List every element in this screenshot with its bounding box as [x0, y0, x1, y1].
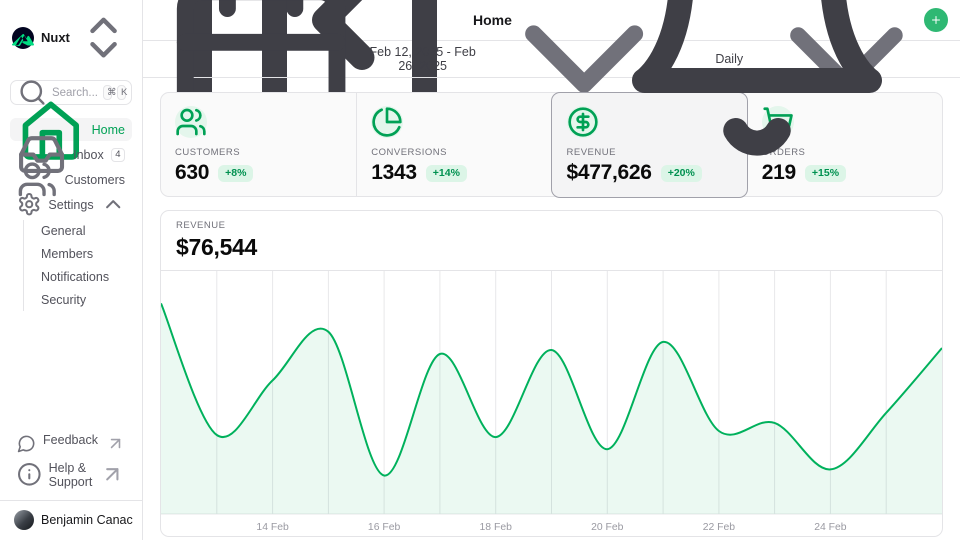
chevron-up-icon — [101, 192, 125, 216]
help-support-label: Help & Support — [49, 461, 93, 489]
message-circle-icon — [17, 434, 36, 453]
svg-text:14 Feb: 14 Feb — [256, 522, 289, 533]
kbd-k: K — [117, 85, 126, 100]
chevrons-up-down-icon — [77, 11, 130, 64]
svg-text:18 Feb: 18 Feb — [480, 522, 513, 533]
chart-label: REVENUE — [176, 220, 927, 231]
stat-value: 630 — [175, 161, 209, 185]
sidebar-nav: Home Inbox 4 Customers Settings General … — [10, 118, 132, 311]
sidebar-item-label: Settings — [48, 198, 93, 212]
revenue-chart-card: REVENUE $76,544 14 Feb 16 Feb 18 Feb 20 Feb… — [160, 210, 943, 537]
bell-icon — [607, 0, 907, 168]
sidebar-item-security[interactable]: Security — [24, 289, 132, 311]
stat-label: CUSTOMERS — [175, 147, 342, 158]
external-link-icon — [100, 462, 125, 487]
sidebar: Nuxt Search... ⌘ K Home Inbox 4 Customer… — [0, 0, 143, 540]
chart-value: $76,544 — [176, 234, 927, 261]
sidebar-item-notifications[interactable]: Notifications — [24, 266, 132, 288]
app-window: Nuxt Search... ⌘ K Home Inbox 4 Customer… — [0, 0, 960, 540]
svg-text:20 Feb: 20 Feb — [591, 522, 624, 533]
pie-chart-icon — [371, 106, 403, 138]
sidebar-item-settings[interactable]: Settings — [10, 193, 132, 216]
sidebar-item-customers[interactable]: Customers — [10, 168, 132, 191]
dollar-circle-icon — [567, 106, 599, 138]
feedback-link[interactable]: Feedback — [10, 429, 132, 457]
notifications-button[interactable] — [607, 0, 907, 173]
stat-delta-badge: +14% — [426, 165, 467, 182]
svg-text:24 Feb: 24 Feb — [814, 522, 847, 533]
kbd-cmd: ⌘ — [103, 85, 112, 100]
workspace-name: Nuxt — [41, 30, 70, 45]
sidebar-item-label: Home — [92, 123, 125, 137]
users-icon — [175, 106, 207, 138]
sidebar-item-label: Customers — [65, 173, 125, 187]
settings-submenu: General Members Notifications Security — [23, 220, 132, 311]
inbox-count-badge: 4 — [111, 148, 125, 162]
revenue-chart-header: REVENUE $76,544 — [161, 211, 942, 271]
date-range-value: Feb 12, 2025 - Feb 26, 2025 — [369, 45, 476, 73]
stat-card-customers[interactable]: CUSTOMERS 630 +8% — [161, 93, 356, 197]
sidebar-item-general[interactable]: General — [24, 220, 132, 242]
info-icon — [17, 462, 42, 487]
stat-delta-badge: +8% — [218, 165, 253, 182]
feedback-label: Feedback — [43, 433, 98, 447]
revenue-area-chart[interactable]: 14 Feb 16 Feb 18 Feb 20 Feb 22 Feb 24 Feb — [161, 271, 942, 537]
help-support-link[interactable]: Help & Support — [10, 457, 132, 493]
stat-icon-circle — [567, 106, 599, 138]
sidebar-item-members[interactable]: Members — [24, 243, 132, 265]
stat-label: CONVERSIONS — [371, 147, 537, 158]
avatar — [14, 510, 34, 530]
gear-icon — [17, 192, 41, 216]
user-name: Benjamin Canac — [41, 513, 133, 527]
stat-value: 1343 — [371, 161, 417, 185]
sidebar-item-label: Inbox — [73, 148, 104, 162]
stat-icon-circle — [371, 106, 403, 138]
stat-icon-circle — [175, 106, 207, 138]
workspace-switcher[interactable]: Nuxt — [10, 8, 132, 67]
external-link-icon — [106, 434, 125, 453]
svg-text:22 Feb: 22 Feb — [703, 522, 736, 533]
nuxt-logo-icon — [12, 27, 34, 49]
main-panel: Home Feb 12, 2025 - Feb 26, 2025 Daily — [143, 0, 960, 540]
svg-text:16 Feb: 16 Feb — [368, 522, 401, 533]
stat-card-conversions[interactable]: CONVERSIONS 1343 +14% — [356, 93, 551, 197]
user-menu[interactable]: Benjamin Canac — [10, 501, 132, 532]
